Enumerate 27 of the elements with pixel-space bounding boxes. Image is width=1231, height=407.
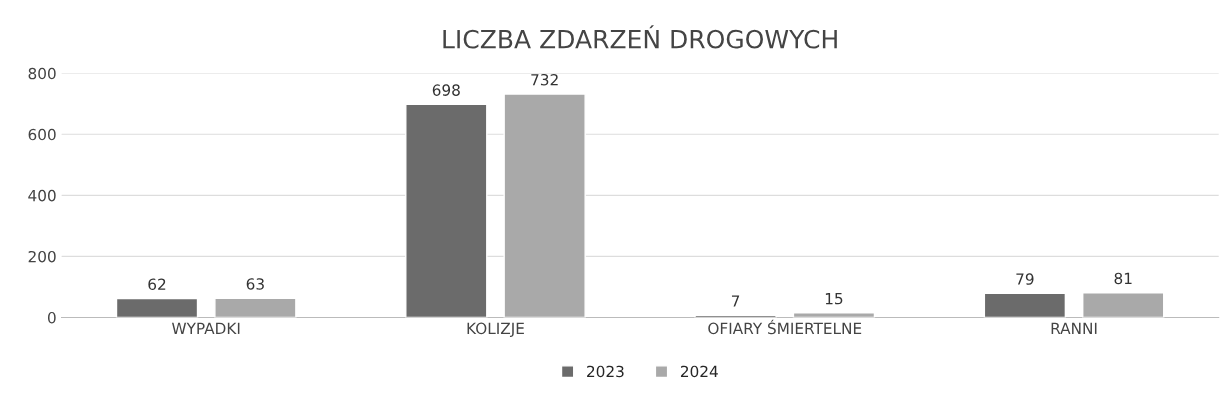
- x-tick-label: WYPADKI: [171, 322, 240, 334]
- data-label: 79: [1016, 273, 1034, 285]
- legend-label: 2024: [680, 365, 718, 378]
- data-label: 62: [148, 278, 166, 291]
- bar: [115, 297, 199, 318]
- bar: [214, 297, 297, 318]
- y-tick-label: 200: [28, 250, 56, 263]
- data-label: 15: [825, 293, 843, 305]
- y-tick-label: 0: [47, 311, 56, 324]
- legend-label: 2023: [587, 365, 624, 378]
- bar: [792, 312, 876, 318]
- bar: [405, 103, 488, 318]
- x-tick-label: KOLIZJE: [467, 322, 524, 337]
- x-tick-label: RANNI: [1051, 322, 1097, 334]
- y-tick-label: 400: [28, 189, 56, 202]
- bar: [1082, 292, 1165, 318]
- data-label: 63: [246, 278, 264, 290]
- data-label: 732: [531, 73, 558, 86]
- bar: [983, 292, 1067, 318]
- chart-title: LICZBA ZDARZEŃ DROGOWYCH: [443, 25, 837, 49]
- data-label: 698: [432, 84, 460, 96]
- data-label: 81: [1114, 272, 1132, 285]
- x-tick-label: OFIARY ŚMIERTELNE: [708, 319, 862, 335]
- bar: [503, 93, 586, 318]
- y-tick-label: 600: [28, 128, 56, 141]
- y-tick-label: 800: [28, 67, 56, 80]
- data-label: 7: [731, 295, 740, 307]
